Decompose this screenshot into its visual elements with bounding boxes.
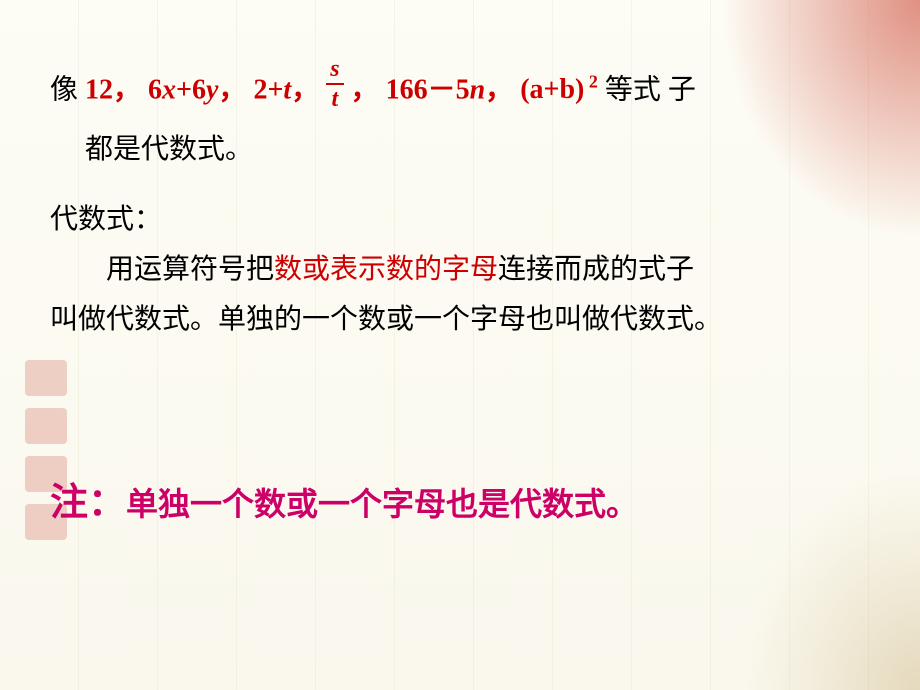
comma: ，	[351, 74, 379, 105]
expr-166-5n: 166－5n，	[386, 74, 521, 105]
note-text: 单独一个数或一个字母也是代数式。	[126, 486, 638, 522]
expr-6x6y: 6x+6y，	[148, 74, 253, 105]
expr-12: 12，	[85, 74, 141, 105]
note-section: 注：单独一个数或一个字母也是代数式。	[50, 471, 870, 526]
examples-line: 像 12， 6x+6y， 2+t， s t ， 166－5n， (a+b) 2 …	[50, 65, 870, 119]
definition-continuation: 叫做代数式。单独的一个数或一个字母也叫做代数式。	[50, 299, 870, 341]
slide-content: 像 12， 6x+6y， 2+t， s t ， 166－5n， (a+b) 2 …	[0, 0, 920, 566]
def-highlight: 数或表示数的字母	[274, 254, 498, 285]
fraction-st: s t	[326, 57, 343, 111]
definition-text: 用运算符号把数或表示数的字母连接而成的式子	[50, 249, 870, 291]
fraction-numerator: s	[326, 57, 343, 85]
prefix-text: 像	[50, 74, 85, 105]
def-part1: 用运算符号把	[106, 254, 274, 285]
def-part2: 连接而成的式子	[498, 254, 694, 285]
suffix-text: 等式 子	[605, 74, 696, 105]
fraction-denominator: t	[326, 85, 343, 111]
note-label: 注：	[50, 482, 126, 524]
expr-ab-squared: (a+b) 2	[520, 74, 605, 105]
section-title: 代数式：	[50, 197, 870, 237]
examples-conclusion: 都是代数式。	[85, 127, 870, 167]
expr-2t: 2+t，	[253, 74, 326, 105]
